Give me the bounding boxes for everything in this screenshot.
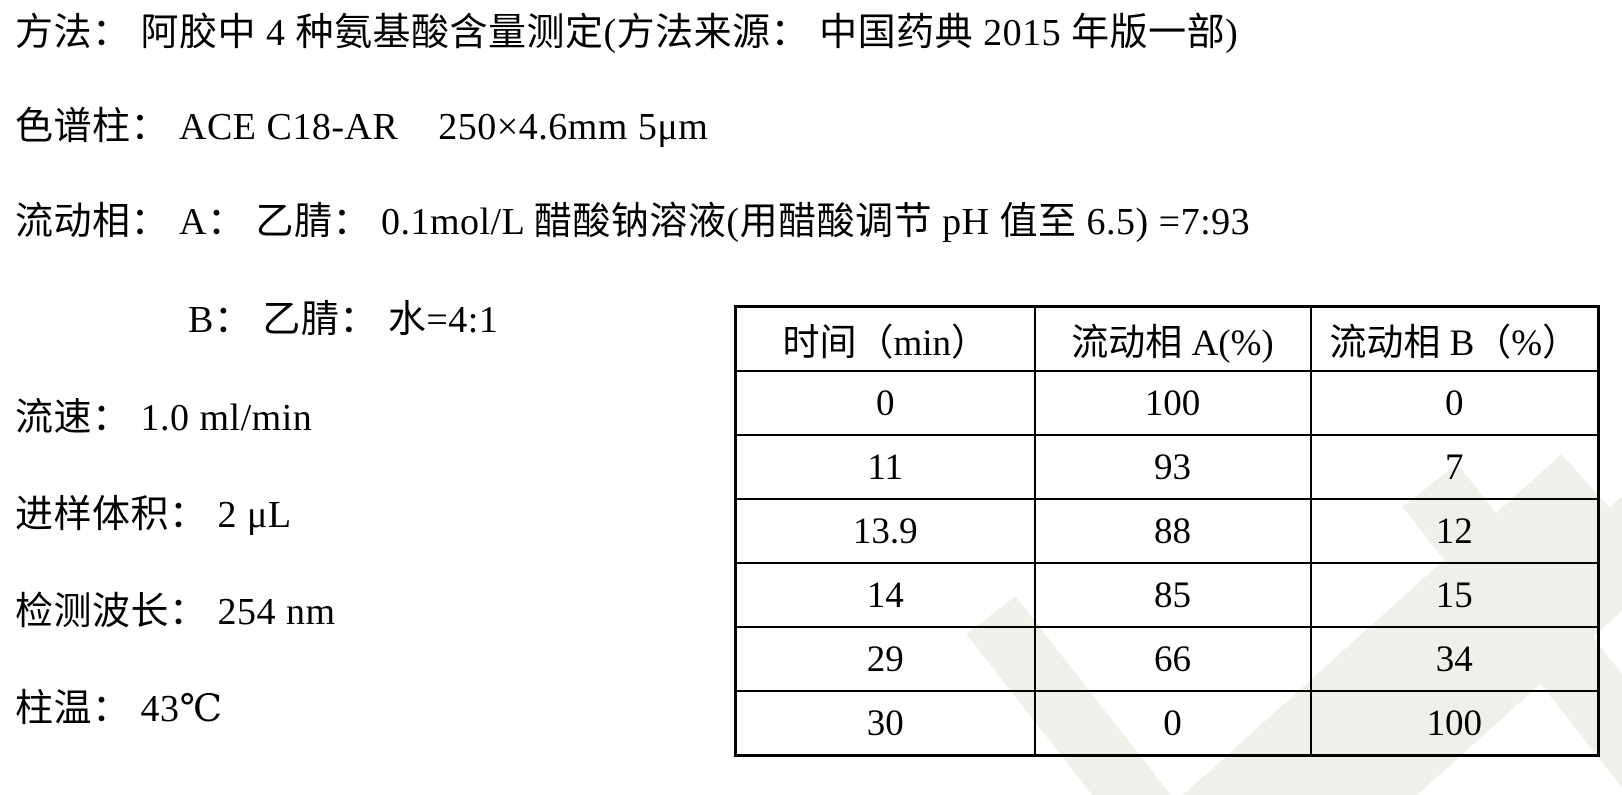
cell-time: 11 [734,434,1036,500]
table-row: 29 66 34 [734,626,1600,692]
flow-rate-line: 流速： 1.0 ml/min [15,397,313,439]
cell-phase-b: 34 [1309,626,1600,692]
chromatography-column-line: 色谱柱： ACE C18-AR 250×4.6mm 5μm [15,106,709,148]
cell-phase-b: 7 [1309,434,1600,500]
cell-phase-a: 100 [1033,370,1312,436]
table-header-phase-a: 流动相 A(%) [1033,305,1312,372]
cell-phase-b: 0 [1309,370,1600,436]
cell-phase-a: 85 [1033,562,1312,628]
cell-time: 29 [734,626,1036,692]
cell-time: 14 [734,562,1036,628]
method-title-line: 方法： 阿胶中 4 种氨基酸含量测定(方法来源： 中国药典 2015 年版一部) [15,12,1239,54]
table-row: 30 0 100 [734,690,1600,757]
gradient-program-table: 时间（min） 流动相 A(%) 流动相 B（%） 0 100 0 11 93 … [734,305,1600,757]
cell-phase-a: 93 [1033,434,1312,500]
cell-time: 0 [734,370,1036,436]
table-row: 11 93 7 [734,434,1600,500]
cell-time: 30 [734,690,1036,757]
cell-phase-b: 15 [1309,562,1600,628]
table-row: 14 85 15 [734,562,1600,628]
cell-phase-a: 0 [1033,690,1312,757]
table-header-time: 时间（min） [734,305,1036,372]
table-row: 0 100 0 [734,370,1600,436]
cell-phase-b: 100 [1309,690,1600,757]
column-temperature-line: 柱温： 43℃ [15,688,223,730]
mobile-phase-b-line: B： 乙腈： 水=4:1 [188,299,499,341]
table-row: 13.9 88 12 [734,498,1600,564]
cell-phase-a: 88 [1033,498,1312,564]
cell-phase-a: 66 [1033,626,1312,692]
mobile-phase-a-line: 流动相： A： 乙腈： 0.1mol/L 醋酸钠溶液(用醋酸调节 pH 值至 6… [15,201,1251,243]
table-header-row: 时间（min） 流动相 A(%) 流动相 B（%） [734,305,1600,372]
cell-phase-b: 12 [1309,498,1600,564]
detection-wavelength-line: 检测波长： 254 nm [15,591,336,633]
table-header-phase-b: 流动相 B（%） [1309,305,1600,372]
injection-volume-line: 进样体积： 2 μL [15,494,292,536]
cell-time: 13.9 [734,498,1036,564]
